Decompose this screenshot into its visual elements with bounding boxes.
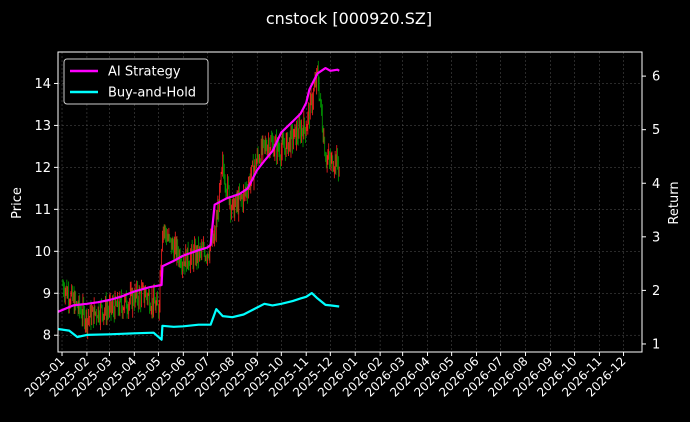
y-tick-label: 10 — [34, 245, 51, 260]
y-tick-label: 11 — [34, 203, 51, 218]
y-tick-label: 8 — [43, 329, 51, 344]
y2-tick-label: 3 — [652, 230, 660, 245]
y2-tick-label: 6 — [652, 70, 660, 85]
y2-tick-label: 5 — [652, 123, 660, 138]
y2-tick-label: 2 — [652, 284, 660, 299]
y2-tick-label: 4 — [652, 177, 660, 192]
chart-title: cnstock [000920.SZ] — [266, 9, 432, 28]
y-tick-label: 12 — [34, 161, 51, 176]
legend-label-buy-and-hold: Buy-and-Hold — [108, 86, 196, 101]
y2-tick-label: 1 — [652, 337, 660, 352]
series-line-buy-and-hold — [57, 292, 340, 341]
y-tick-label: 14 — [34, 77, 51, 92]
plot-area-frame — [57, 51, 643, 353]
legend-box — [63, 58, 209, 105]
y-axis-label: Price — [10, 187, 25, 219]
legend: AI Strategy Buy-and-Hold — [63, 58, 209, 105]
y-tick-label: 9 — [43, 287, 51, 302]
y-tick-label: 13 — [34, 119, 51, 134]
y2-axis-label: Return — [667, 181, 682, 224]
series-lines — [57, 66, 340, 341]
series-line-ai-strategy — [57, 66, 340, 313]
price-candles — [62, 60, 340, 340]
legend-label-ai-strategy: AI Strategy — [108, 65, 181, 80]
